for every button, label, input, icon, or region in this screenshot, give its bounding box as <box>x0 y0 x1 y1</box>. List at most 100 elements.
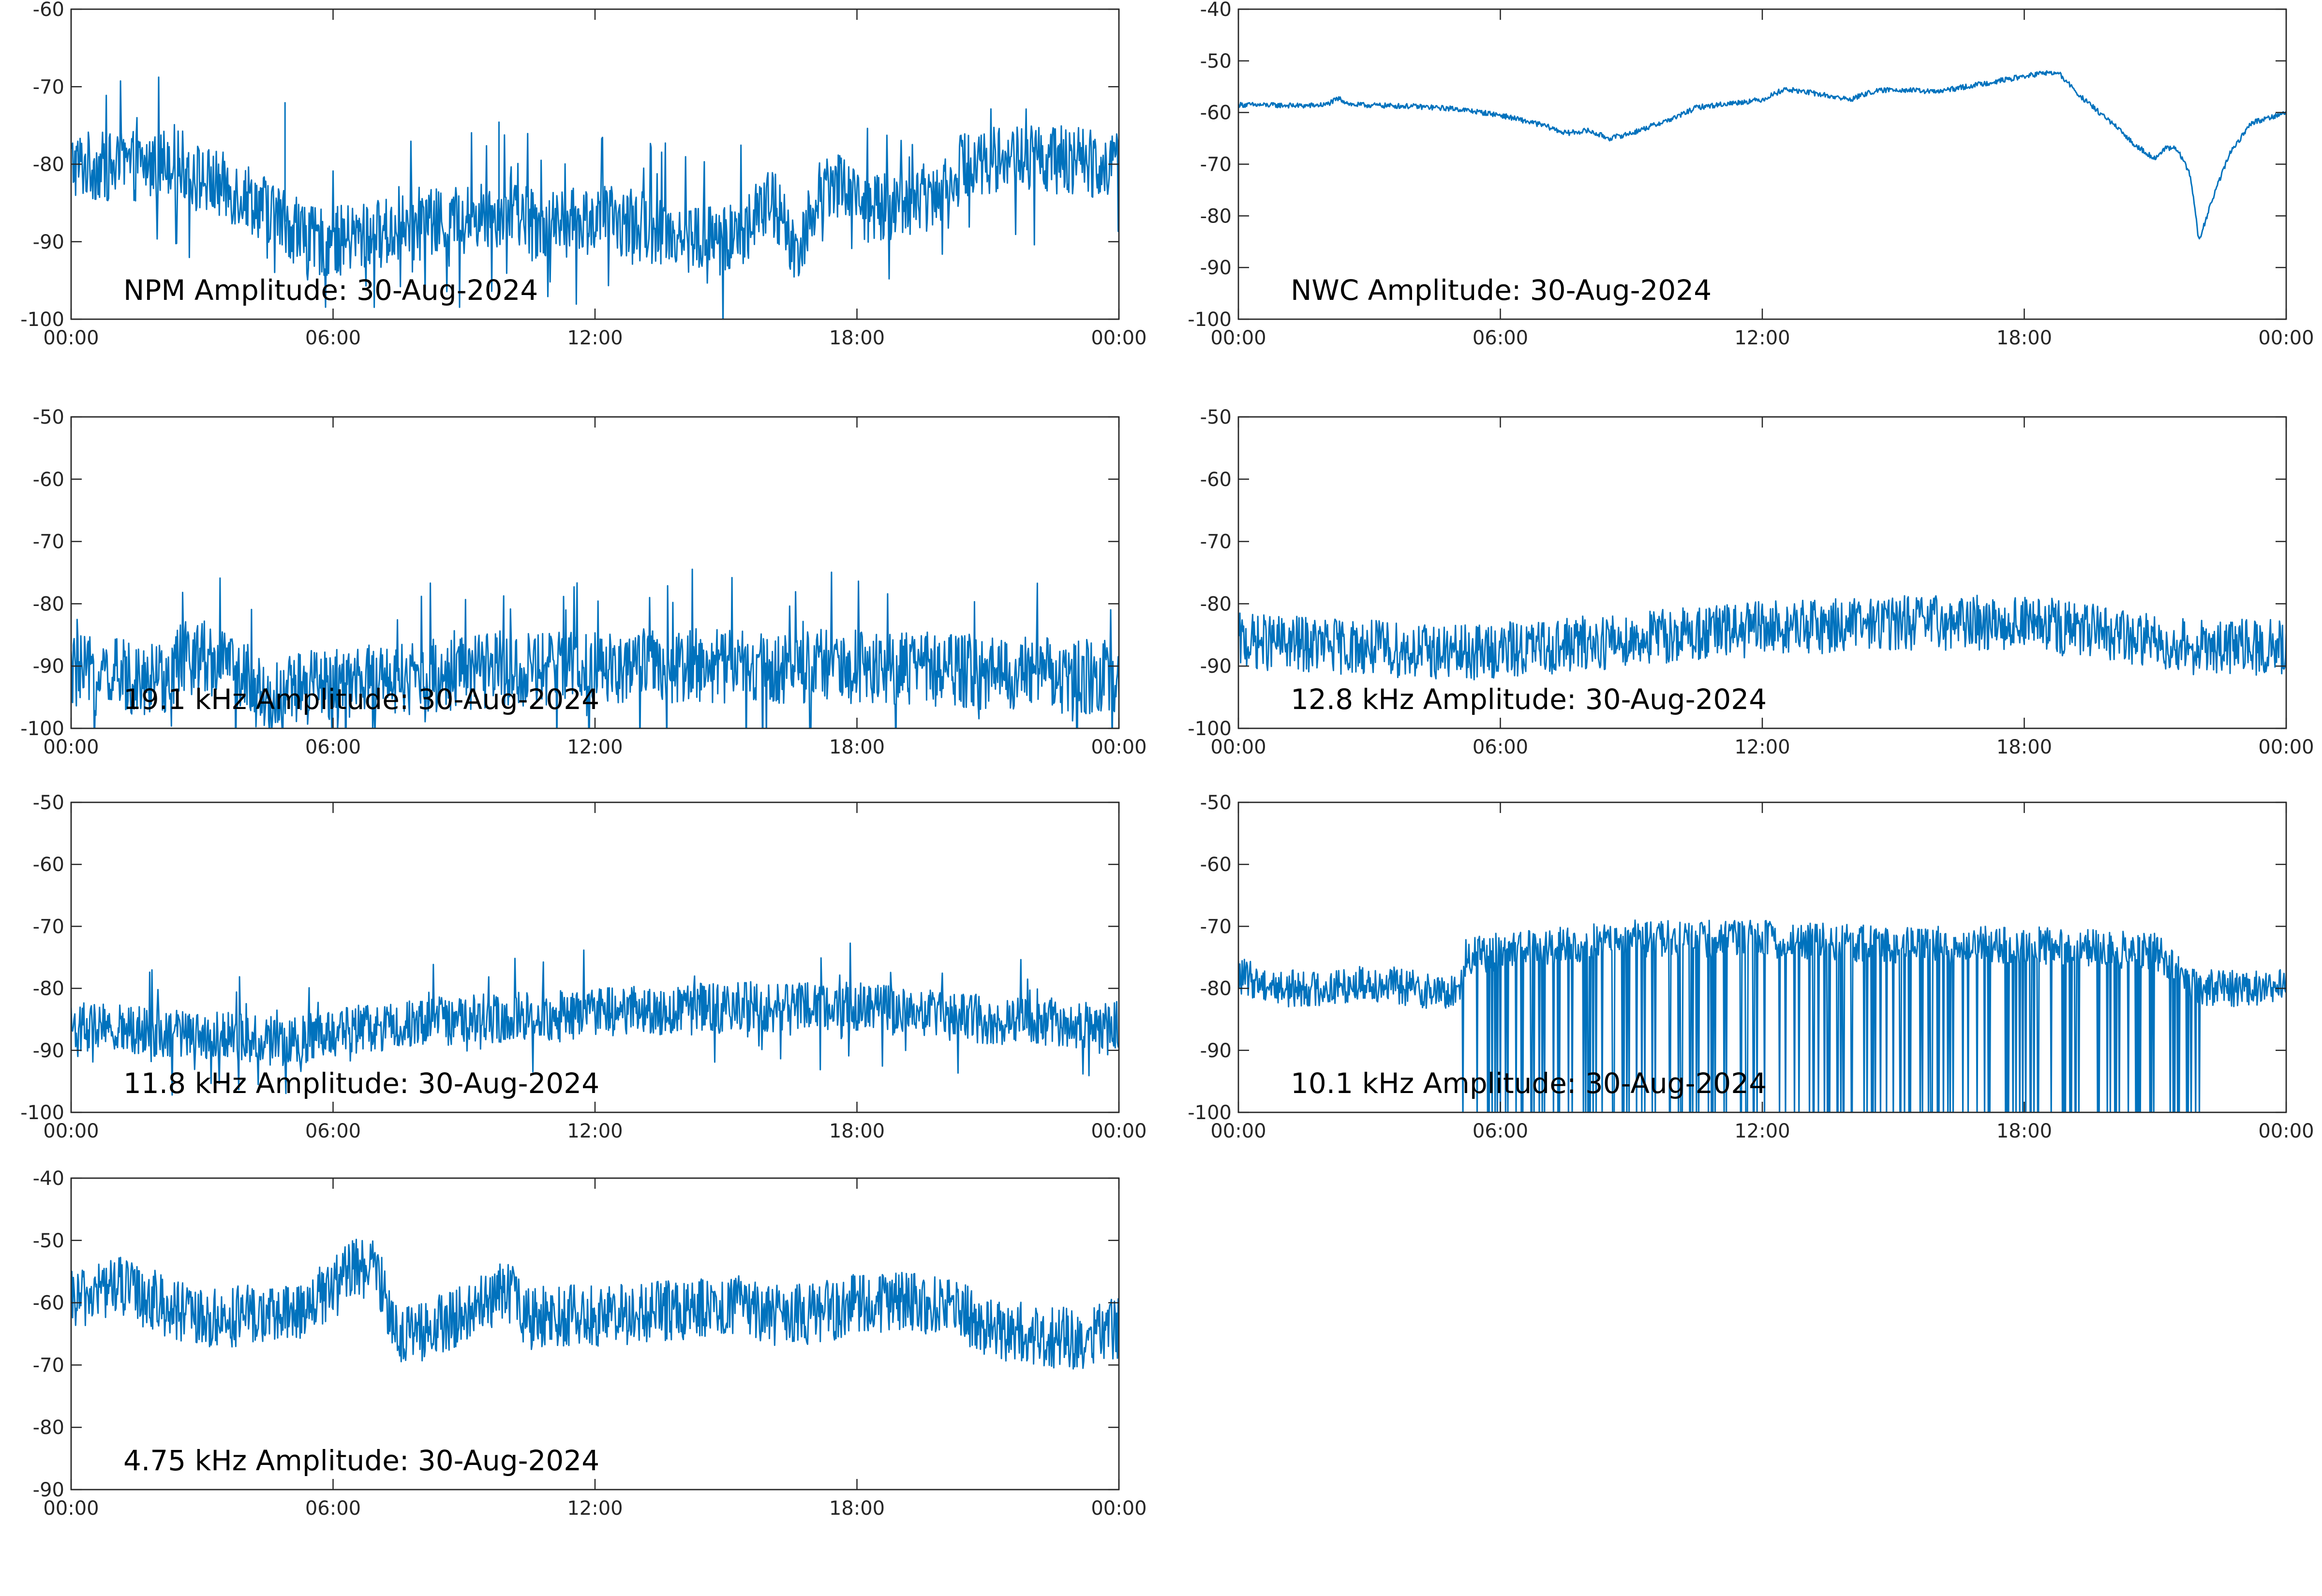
panel-title: NPM Amplitude: 30-Aug-2024 <box>123 274 538 307</box>
x-tick-label: 12:00 <box>1734 327 1790 349</box>
y-tick-label: -60 <box>1200 102 1232 124</box>
y-tick-label: -70 <box>33 531 64 553</box>
y-tick-label: -90 <box>33 231 64 253</box>
panel-title: 11.8 kHz Amplitude: 30-Aug-2024 <box>123 1067 599 1100</box>
amplitude-trace <box>71 76 1119 319</box>
x-tick-label: 12:00 <box>1734 1120 1790 1142</box>
y-tick-label: -80 <box>1200 205 1232 227</box>
x-tick-label: 12:00 <box>567 1120 623 1142</box>
panel-title: 12.8 kHz Amplitude: 30-Aug-2024 <box>1291 683 1767 716</box>
panel-4: 00:00 06:00 12:00 18:00 00:00 -50 -60 -70 -80 -90… <box>1188 406 2314 758</box>
x-tick-label: 18:00 <box>1996 327 2052 349</box>
x-tick-label: 06:00 <box>305 1120 361 1142</box>
x-tick-label: 12:00 <box>567 327 623 349</box>
y-tick-label: -100 <box>20 309 64 331</box>
y-tick-label: -80 <box>33 1417 64 1439</box>
y-tick-label: -100 <box>1188 1102 1232 1124</box>
y-tick-label: -100 <box>1188 718 1232 740</box>
y-tick-label: -90 <box>33 1479 64 1501</box>
panel-5: 00:00 06:00 12:00 18:00 00:00 -50 -60 -70 -80 -90… <box>20 792 1146 1142</box>
panel-6: 00:00 06:00 12:00 18:00 00:00 -50 -60 -70 -80 -90… <box>1188 792 2314 1142</box>
x-tick-label: 18:00 <box>1996 1120 2052 1142</box>
x-tick-label: 00:00 <box>1091 327 1146 349</box>
amplitude-trace <box>71 942 1119 1096</box>
x-tick-label: 00:00 <box>43 327 99 349</box>
x-tick-label: 00:00 <box>1091 1120 1146 1142</box>
x-tick-label: 00:00 <box>43 1497 99 1520</box>
y-tick-label: -80 <box>33 154 64 176</box>
y-tick-label: -60 <box>1200 469 1232 491</box>
y-tick-label: -60 <box>33 854 64 876</box>
amplitude-trace <box>1238 70 2286 240</box>
x-tick-label: 12:00 <box>567 736 623 758</box>
x-tick-label: 18:00 <box>829 736 885 758</box>
y-tick-label: -100 <box>20 1102 64 1124</box>
y-tick-label: -90 <box>1200 1040 1232 1062</box>
y-tick-label: -80 <box>33 978 64 1000</box>
panel-title: NWC Amplitude: 30-Aug-2024 <box>1291 274 1712 307</box>
axes-frame <box>1237 416 2287 729</box>
x-tick-label: 00:00 <box>2258 736 2314 758</box>
panel-title: 4.75 kHz Amplitude: 30-Aug-2024 <box>123 1444 599 1477</box>
y-tick-label: -90 <box>1200 655 1232 678</box>
x-tick-label: 00:00 <box>43 736 99 758</box>
amplitude-trace <box>1238 594 2286 680</box>
y-tick-label: -90 <box>1200 257 1232 279</box>
panel-title: 19.1 kHz Amplitude: 30-Aug-2024 <box>123 683 599 716</box>
y-tick-label: -60 <box>33 1292 64 1315</box>
y-tick-label: -90 <box>33 655 64 678</box>
x-tick-label: 18:00 <box>829 327 885 349</box>
y-tick-label: -100 <box>1188 309 1232 331</box>
x-tick-label: 06:00 <box>305 327 361 349</box>
axes-frame <box>70 8 1120 320</box>
y-tick-label: -40 <box>33 1167 64 1190</box>
y-tick-label: -70 <box>33 916 64 938</box>
y-tick-label: -50 <box>1200 406 1232 429</box>
panel-7: 00:00 06:00 12:00 18:00 00:00 -40 -50 -60 -70 -80… <box>33 1167 1147 1520</box>
x-tick-label: 06:00 <box>1473 327 1528 349</box>
x-tick-label: 18:00 <box>829 1497 885 1520</box>
y-tick-label: -40 <box>1200 0 1232 21</box>
y-tick-label: -100 <box>20 718 64 740</box>
x-tick-label: 18:00 <box>1996 736 2052 758</box>
x-tick-label: 00:00 <box>1091 1497 1146 1520</box>
x-tick-label: 00:00 <box>1091 736 1146 758</box>
y-tick-label: -50 <box>1200 792 1232 814</box>
y-tick-label: -70 <box>1200 531 1232 553</box>
amplitude-trace <box>71 1239 1119 1370</box>
x-tick-label: 00:00 <box>2258 327 2314 349</box>
x-tick-label: 06:00 <box>305 736 361 758</box>
panel-title: 10.1 kHz Amplitude: 30-Aug-2024 <box>1291 1067 1767 1100</box>
y-tick-label: -50 <box>33 406 64 429</box>
x-tick-label: 12:00 <box>567 1497 623 1520</box>
x-tick-label: 00:00 <box>43 1120 99 1142</box>
y-tick-label: -50 <box>33 1230 64 1252</box>
panel-3: 00:00 06:00 12:00 18:00 00:00 -50 -60 -70 -80 -90… <box>20 406 1146 758</box>
x-tick-label: 00:00 <box>1210 1120 1266 1142</box>
x-tick-label: 06:00 <box>1473 1120 1528 1142</box>
x-tick-label: 00:00 <box>1210 327 1266 349</box>
axes-frame <box>70 801 1120 1113</box>
x-tick-label: 12:00 <box>1734 736 1790 758</box>
y-tick-label: -70 <box>33 76 64 98</box>
y-tick-label: -70 <box>1200 916 1232 938</box>
y-tick-label: -70 <box>33 1354 64 1376</box>
x-tick-label: 06:00 <box>1473 736 1528 758</box>
panel-1: 00:00 06:00 12:00 18:00 00:00 -60 -70 -80 -90 -10… <box>20 0 1146 349</box>
y-tick-label: -60 <box>33 469 64 491</box>
panel-2: 00:00 06:00 12:00 18:00 00:00 -40 -50 -60 -70 -80… <box>1188 0 2314 349</box>
y-tick-label: -70 <box>1200 154 1232 176</box>
x-tick-label: 00:00 <box>2258 1120 2314 1142</box>
x-tick-label: 06:00 <box>305 1497 361 1520</box>
amplitude-trace <box>71 568 1119 728</box>
y-tick-label: -90 <box>33 1040 64 1062</box>
y-tick-label: -60 <box>33 0 64 21</box>
amplitude-trace <box>1238 919 2286 1112</box>
x-tick-label: 00:00 <box>1210 736 1266 758</box>
y-tick-label: -50 <box>33 792 64 814</box>
y-tick-label: -50 <box>1200 50 1232 73</box>
axes-frame <box>1237 8 2287 320</box>
x-tick-label: 18:00 <box>829 1120 885 1142</box>
y-tick-label: -80 <box>1200 978 1232 1000</box>
